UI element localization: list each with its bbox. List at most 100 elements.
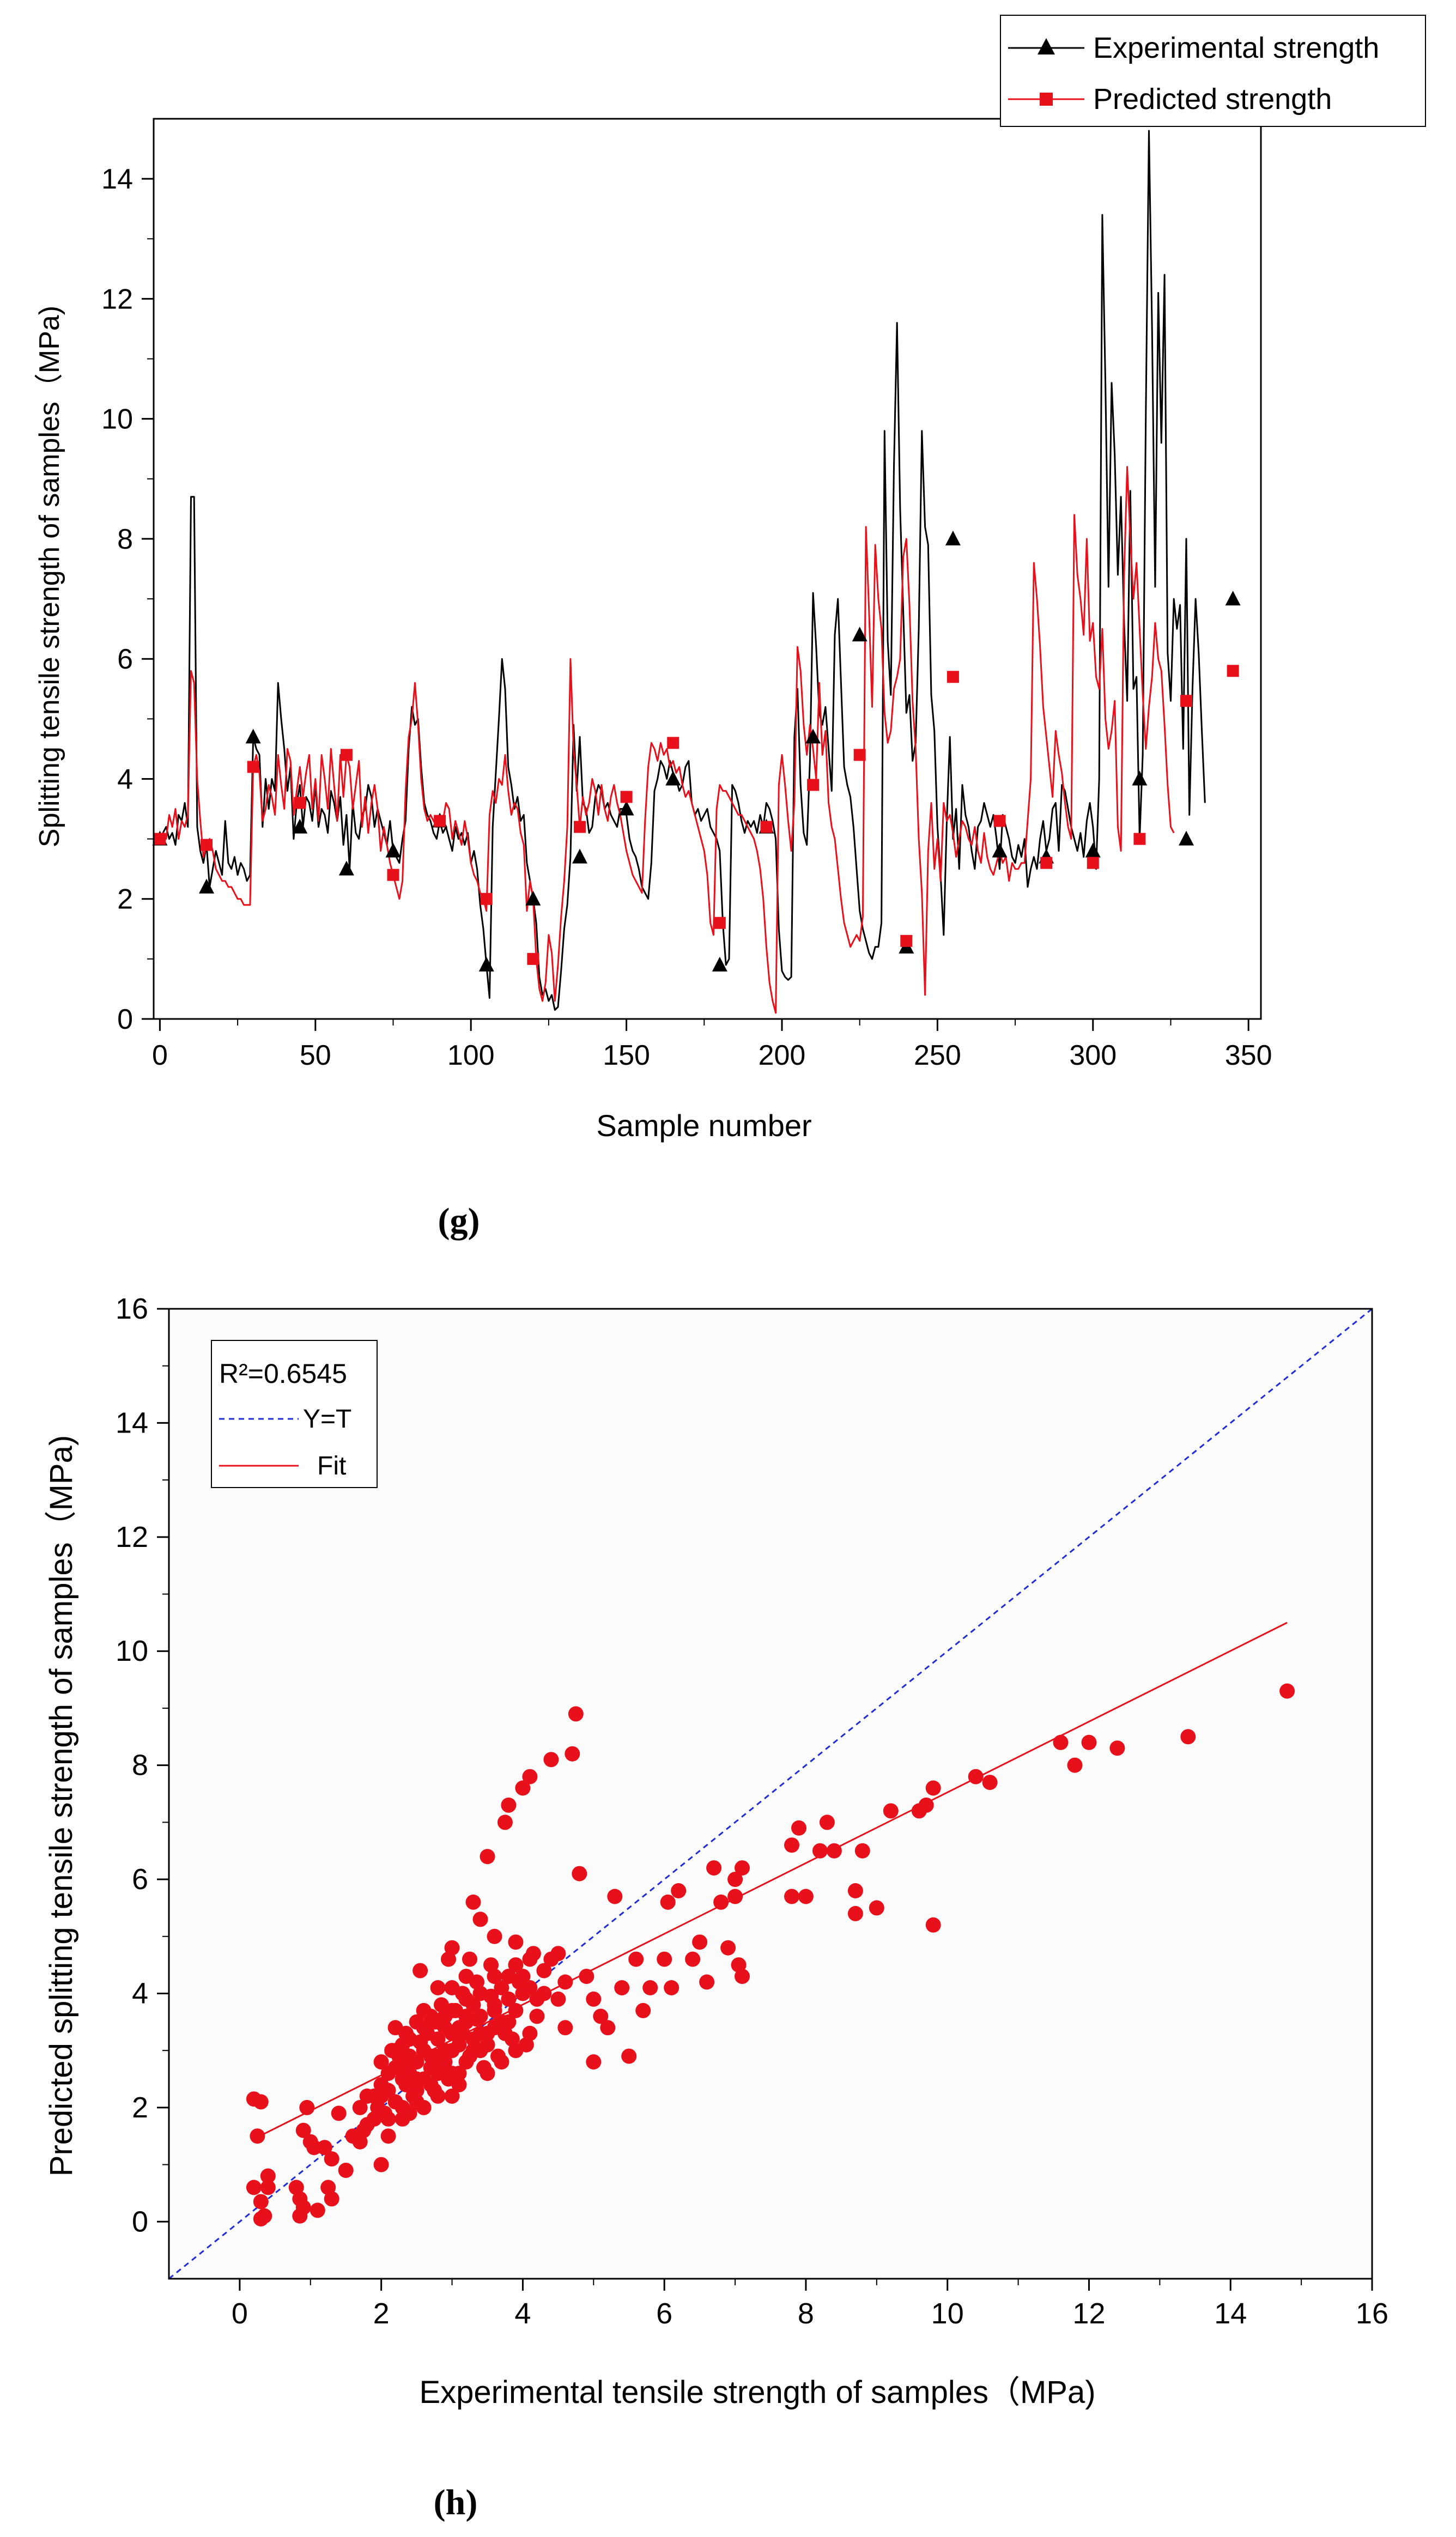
y-tick-label: 8 xyxy=(132,1749,148,1782)
scatter-point xyxy=(671,1883,687,1898)
predicted-square-marker xyxy=(434,815,446,827)
scatter-point xyxy=(664,1980,680,1995)
scatter-point xyxy=(472,1911,488,1927)
scatter-point xyxy=(359,2117,375,2133)
scatter-point xyxy=(292,2208,308,2224)
predicted-square-marker xyxy=(760,821,773,833)
scatter-point xyxy=(735,1860,750,1876)
scatter-chart-panel: 0 2 4 6 8 10 12 14 16 0 2 4 6 8 10 12 14 16 Experimental … xyxy=(44,1292,1388,2522)
scatter-point xyxy=(373,2157,389,2172)
scatter-point xyxy=(847,1905,863,1921)
scatter-point xyxy=(416,2099,432,2115)
y-tick-label: 12 xyxy=(116,1521,148,1553)
scatter-point xyxy=(565,1746,580,1762)
legend-box xyxy=(1000,15,1426,127)
predicted-square-marker xyxy=(1040,857,1053,869)
scatter-point xyxy=(462,1951,477,1967)
experimental-triangle-marker xyxy=(1132,770,1148,786)
scatter-point xyxy=(373,2088,389,2104)
scatter-point xyxy=(501,2014,517,2030)
scatter-point xyxy=(826,1843,842,1859)
scatter-point xyxy=(791,1820,806,1836)
scatter-point xyxy=(529,2008,545,2024)
predicted-square-marker xyxy=(294,797,306,809)
scatter-point xyxy=(642,1980,658,1995)
scatter-point xyxy=(550,1991,566,2007)
scatter-point xyxy=(260,2168,276,2184)
scatter-point xyxy=(409,2071,424,2087)
predicted-square-marker xyxy=(573,821,586,833)
y-tick-label: 2 xyxy=(117,884,133,915)
experimental-triangle-marker xyxy=(805,729,821,744)
x-tick-label: 2 xyxy=(373,2297,390,2330)
x-tick-label: 0 xyxy=(152,1040,168,1071)
y-tick-label: 10 xyxy=(116,1635,148,1667)
scatter-point xyxy=(458,2054,474,2070)
y-tick-label: 2 xyxy=(132,2091,148,2124)
experimental-triangle-marker xyxy=(712,956,727,972)
y-tick-label: 16 xyxy=(116,1292,148,1325)
experimental-triangle-marker xyxy=(1179,830,1194,846)
predicted-square-marker xyxy=(713,917,726,929)
scatter-point xyxy=(483,1988,499,2004)
x-tick-label: 250 xyxy=(914,1040,961,1071)
scatter-chart-y-axis-label: Predicted splitting tensile strength of … xyxy=(44,1435,79,2176)
line-chart-y-axis-label: Splitting tensile strength of samples（MP… xyxy=(34,306,65,847)
y-tick-label: 0 xyxy=(117,1004,133,1035)
scatter-point xyxy=(494,2054,509,2070)
predicted-square-marker xyxy=(480,893,493,905)
scatter-point xyxy=(685,1951,701,1967)
scatter-point xyxy=(982,1775,998,1791)
scatter-chart-x-axis-label: Experimental tensile strength of samples… xyxy=(419,2375,1095,2410)
experimental-triangle-marker xyxy=(1085,842,1101,858)
experimental-triangle-marker xyxy=(338,860,354,876)
scatter-point xyxy=(536,1963,552,1978)
predicted-square-marker xyxy=(853,749,866,761)
y-tick-label: 0 xyxy=(132,2205,148,2238)
x-tick-label: 12 xyxy=(1072,2297,1105,2330)
scatter-point xyxy=(1053,1734,1069,1750)
x-tick-label: 0 xyxy=(232,2297,248,2330)
scatter-point xyxy=(487,1969,502,1984)
scatter-point xyxy=(854,1843,870,1859)
scatter-point xyxy=(557,1974,573,1990)
y-tick-label: 6 xyxy=(117,644,133,675)
scatter-point xyxy=(480,2066,495,2081)
panel-label-h: (h) xyxy=(434,2483,478,2522)
scatter-point xyxy=(306,2140,322,2156)
scatter-point xyxy=(380,2128,396,2144)
scatter-point xyxy=(1279,1683,1295,1699)
y-tick-label: 14 xyxy=(101,163,133,195)
predicted-square-marker xyxy=(1227,665,1239,677)
x-tick-label: 6 xyxy=(656,2297,672,2330)
predicted-square-marker xyxy=(201,839,213,851)
scatter-point xyxy=(444,2002,460,2018)
scatter-point xyxy=(412,1963,428,1978)
scatter-point xyxy=(508,1957,524,1973)
scatter-point xyxy=(883,1803,899,1819)
scatter-point xyxy=(444,2088,460,2104)
scatter-point xyxy=(692,1934,708,1950)
x-tick-label: 10 xyxy=(931,2297,964,2330)
experimental-triangle-marker xyxy=(199,878,215,894)
scatter-point xyxy=(522,2025,538,2041)
scatter-point xyxy=(543,1752,559,1768)
scatter-point xyxy=(444,2043,460,2059)
experimental-triangle-marker xyxy=(572,848,587,864)
scatter-point xyxy=(819,1814,835,1830)
scatter-point xyxy=(465,2043,481,2059)
panel-label-g: (g) xyxy=(438,1201,480,1241)
scatter-point xyxy=(494,1980,509,1995)
scatter-point xyxy=(635,2002,651,2018)
x-tick-label: 100 xyxy=(447,1040,495,1071)
scatter-point xyxy=(579,1969,594,1984)
scatter-point xyxy=(586,1991,602,2007)
experimental-triangle-marker xyxy=(1225,591,1241,606)
line-chart-legend: Experimental strength Predicted strength xyxy=(1000,15,1426,127)
scatter-point xyxy=(260,2180,276,2195)
scatter-point xyxy=(469,2011,484,2027)
experimental-triangle-marker xyxy=(478,956,494,972)
scatter-point xyxy=(536,1986,552,2001)
scatter-point xyxy=(324,2191,339,2207)
scatter-point xyxy=(1081,1734,1097,1750)
